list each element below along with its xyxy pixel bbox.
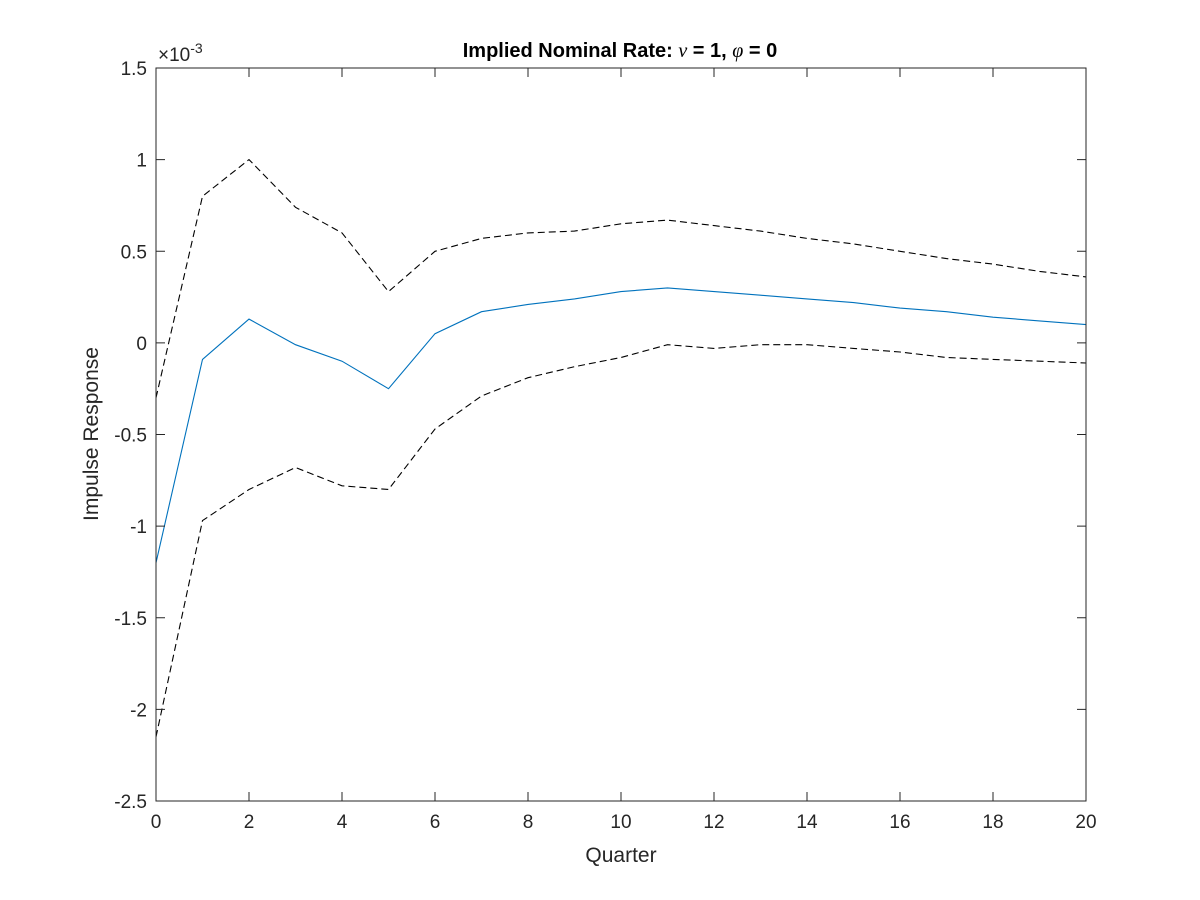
x-tick-label: 16 bbox=[889, 812, 910, 833]
series-line-1 bbox=[155, 158, 1087, 398]
series-line-0 bbox=[155, 287, 1087, 563]
y-tick-label: 1 bbox=[136, 151, 147, 172]
x-tick-label: 0 bbox=[151, 812, 162, 833]
y-axis-label: Impulse Response bbox=[80, 347, 103, 521]
y-axis-exponent-label: ×10-3 bbox=[158, 40, 203, 66]
x-tick-label: 10 bbox=[610, 812, 631, 833]
y-tick-label: -1 bbox=[130, 517, 147, 538]
y-tick-label: -1.5 bbox=[114, 609, 147, 630]
chart-title: Implied Nominal Rate: ν = 1, φ = 0 bbox=[463, 40, 778, 62]
x-tick-label: 4 bbox=[337, 812, 348, 833]
x-tick-label: 20 bbox=[1075, 812, 1096, 833]
x-tick-label: 2 bbox=[244, 812, 255, 833]
series-layer bbox=[155, 158, 1087, 738]
x-tick-label: 8 bbox=[523, 812, 534, 833]
x-axis-label: Quarter bbox=[585, 844, 656, 867]
x-axis-ticks: 0 2 4 6 8 10 12 14 16 18 20 bbox=[151, 68, 1097, 833]
y-tick-label: -0.5 bbox=[114, 426, 147, 447]
x-tick-label: 6 bbox=[430, 812, 441, 833]
series-line-2 bbox=[155, 344, 1087, 738]
y-tick-label: 0.5 bbox=[121, 242, 147, 263]
axes-background bbox=[156, 68, 1086, 801]
y-tick-label: -2 bbox=[130, 700, 147, 721]
y-tick-label: -2.5 bbox=[114, 792, 147, 813]
plot-area: 0 2 4 6 8 10 12 14 16 18 20 -2.5 -2 -1.5 -1 -0.5 0 0.5 1 1… bbox=[114, 59, 1096, 833]
y-tick-label: 0 bbox=[136, 334, 147, 355]
y-axis-ticks: -2.5 -2 -1.5 -1 -0.5 0 0.5 1 1.5 bbox=[114, 59, 1086, 813]
x-tick-label: 12 bbox=[703, 812, 724, 833]
x-tick-label: 14 bbox=[796, 812, 818, 833]
x-tick-label: 18 bbox=[982, 812, 1003, 833]
y-tick-label: 1.5 bbox=[121, 59, 147, 80]
